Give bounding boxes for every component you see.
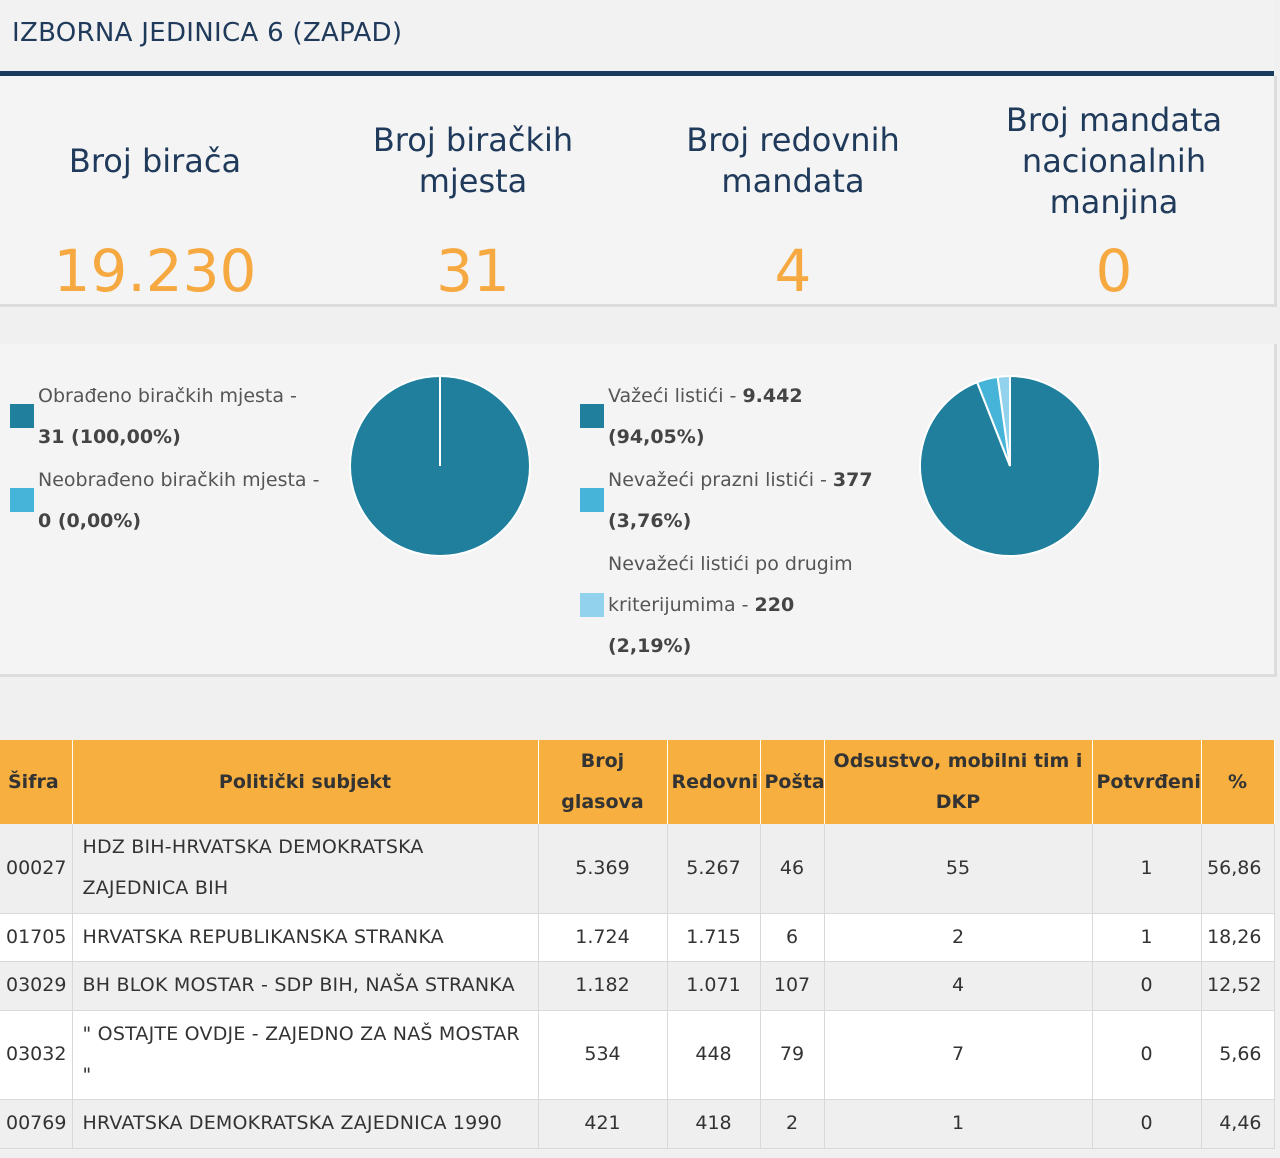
cell-percent: 4,46 bbox=[1201, 1099, 1275, 1149]
cell-code: 00027 bbox=[0, 824, 73, 914]
column-header-absent[interactable]: Odsustvo, mobilni tim i DKP bbox=[824, 740, 1093, 824]
table-header-row: Šifra Politički subjekt Broj glasova Red… bbox=[0, 740, 1275, 824]
cell-regular: 418 bbox=[667, 1099, 761, 1149]
cell-percent: 56,86 bbox=[1201, 824, 1275, 914]
cell-party: BH BLOK MOSTAR - SDP BIH, NAŠA STRANKA bbox=[72, 961, 539, 1011]
legend-text: Važeći listići - 9.442 (94,05%) bbox=[608, 376, 878, 458]
legend-label: Obrađeno biračkih mjesta - bbox=[38, 385, 297, 407]
stat-label: Broj biračkih mjesta bbox=[372, 121, 574, 200]
legend-value: 0 (0,00%) bbox=[38, 510, 142, 532]
column-header-confirmed[interactable]: Potvrđeni bbox=[1092, 740, 1202, 824]
legend-text: Neobrađeno biračkih mjesta - 0 (0,00%) bbox=[38, 460, 328, 542]
cell-absent: 7 bbox=[824, 1010, 1093, 1100]
cell-regular: 448 bbox=[667, 1010, 761, 1100]
cell-absent: 4 bbox=[824, 961, 1093, 1011]
cell-absent: 2 bbox=[824, 913, 1093, 962]
legend-label: Nevažeći prazni listići - bbox=[608, 469, 833, 491]
legend-value: 9.442 (94,05%) bbox=[608, 385, 803, 448]
cell-post: 79 bbox=[760, 1010, 825, 1100]
stat-label: Broj mandata nacionalnih manjina bbox=[1005, 100, 1223, 221]
cell-percent: 12,52 bbox=[1201, 961, 1275, 1011]
legend-value: 220 (2,19%) bbox=[608, 594, 795, 657]
cell-post: 46 bbox=[760, 824, 825, 914]
results-table: Šifra Politički subjekt Broj glasova Red… bbox=[0, 740, 1275, 1149]
cell-confirmed: 0 bbox=[1092, 961, 1202, 1011]
cell-post: 6 bbox=[760, 913, 825, 962]
table-row[interactable]: 00027 HDZ BIH-HRVATSKA DEMOKRATSKA ZAJED… bbox=[0, 824, 1275, 914]
legend-text: Obrađeno biračkih mjesta - 31 (100,00%) bbox=[38, 376, 328, 458]
ballots-pie bbox=[919, 374, 1101, 557]
cell-party: HDZ BIH-HRVATSKA DEMOKRATSKA ZAJEDNICA B… bbox=[72, 824, 539, 914]
cell-confirmed: 0 bbox=[1092, 1010, 1202, 1100]
page-header: IZBORNA JEDINICA 6 (ZAPAD) bbox=[0, 0, 1274, 72]
cell-votes: 534 bbox=[538, 1010, 668, 1100]
cell-regular: 1.071 bbox=[667, 961, 761, 1011]
polling-stations-pie bbox=[349, 375, 531, 557]
cell-regular: 5.267 bbox=[667, 824, 761, 914]
stat-value: 0 bbox=[1095, 237, 1133, 305]
cell-confirmed: 1 bbox=[1092, 824, 1202, 914]
cell-percent: 5,66 bbox=[1201, 1010, 1275, 1100]
legend-label: Važeći listići - bbox=[608, 385, 743, 407]
cell-party: HRVATSKA DEMOKRATSKA ZAJEDNICA 1990 bbox=[72, 1099, 539, 1149]
page-title: IZBORNA JEDINICA 6 (ZAPAD) bbox=[12, 18, 403, 48]
stat-label: Broj redovnih mandata bbox=[686, 121, 900, 200]
cell-code: 00769 bbox=[0, 1099, 73, 1149]
cell-code: 01705 bbox=[0, 913, 73, 962]
cell-confirmed: 0 bbox=[1092, 1099, 1202, 1149]
cell-post: 107 bbox=[760, 961, 825, 1011]
cell-votes: 1.724 bbox=[538, 913, 668, 962]
stat-value: 19.230 bbox=[53, 237, 257, 305]
stat-voters: Broj birača 19.230 bbox=[0, 76, 315, 306]
column-header-code[interactable]: Šifra bbox=[0, 740, 73, 824]
header-divider bbox=[0, 71, 1274, 76]
cell-regular: 1.715 bbox=[667, 913, 761, 962]
stat-label: Broj birača bbox=[68, 141, 242, 180]
table-row[interactable]: 03032 " OSTAJTE OVDJE - ZAJEDNO ZA NAŠ M… bbox=[0, 1010, 1275, 1100]
stats-panel: Broj birača 19.230 Broj biračkih mjesta … bbox=[0, 76, 1277, 307]
legend-label: Nevažeći listići po drugim kriterijumima… bbox=[608, 553, 853, 616]
stat-value: 4 bbox=[774, 237, 812, 305]
legend-swatch bbox=[580, 404, 604, 428]
legend-text: Nevažeći listići po drugim kriterijumima… bbox=[608, 544, 858, 667]
stat-polling-stations: Broj biračkih mjesta 31 bbox=[313, 76, 633, 305]
column-header-regular[interactable]: Redovni bbox=[667, 740, 761, 824]
legend-swatch bbox=[10, 404, 34, 428]
legend-swatch bbox=[580, 593, 604, 617]
cell-confirmed: 1 bbox=[1092, 913, 1202, 962]
cell-percent: 18,26 bbox=[1201, 913, 1275, 962]
column-header-votes[interactable]: Broj glasova bbox=[538, 740, 668, 824]
cell-party: " OSTAJTE OVDJE - ZAJEDNO ZA NAŠ MOSTAR … bbox=[72, 1010, 539, 1100]
cell-absent: 55 bbox=[824, 824, 1093, 914]
legend-text: Nevažeći prazni listići - 377 (3,76%) bbox=[608, 460, 878, 542]
cell-code: 03029 bbox=[0, 961, 73, 1011]
cell-code: 03032 bbox=[0, 1010, 73, 1100]
table-row[interactable]: 01705 HRVATSKA REPUBLIKANSKA STRANKA 1.7… bbox=[0, 913, 1275, 962]
legend-swatch bbox=[10, 488, 34, 512]
column-header-post[interactable]: Pošta bbox=[760, 740, 825, 824]
cell-post: 2 bbox=[760, 1099, 825, 1149]
charts-panel: Obrađeno biračkih mjesta - 31 (100,00%) … bbox=[0, 344, 1277, 677]
legend-swatch bbox=[580, 488, 604, 512]
cell-votes: 5.369 bbox=[538, 824, 668, 914]
stat-minority-mandates: Broj mandata nacionalnih manjina 0 bbox=[954, 76, 1274, 306]
cell-votes: 421 bbox=[538, 1099, 668, 1149]
cell-votes: 1.182 bbox=[538, 961, 668, 1011]
stat-value: 31 bbox=[436, 237, 510, 305]
legend-label: Neobrađeno biračkih mjesta - bbox=[38, 469, 320, 491]
legend-value: 377 (3,76%) bbox=[608, 469, 873, 532]
column-header-party[interactable]: Politički subjekt bbox=[72, 740, 539, 824]
column-header-percent[interactable]: % bbox=[1201, 740, 1275, 824]
legend-value: 31 (100,00%) bbox=[38, 426, 181, 448]
table-row[interactable]: 03029 BH BLOK MOSTAR - SDP BIH, NAŠA STR… bbox=[0, 961, 1275, 1011]
table-row[interactable]: 00769 HRVATSKA DEMOKRATSKA ZAJEDNICA 199… bbox=[0, 1099, 1275, 1149]
cell-absent: 1 bbox=[824, 1099, 1093, 1149]
stat-regular-mandates: Broj redovnih mandata 4 bbox=[633, 76, 953, 305]
cell-party: HRVATSKA REPUBLIKANSKA STRANKA bbox=[72, 913, 539, 962]
